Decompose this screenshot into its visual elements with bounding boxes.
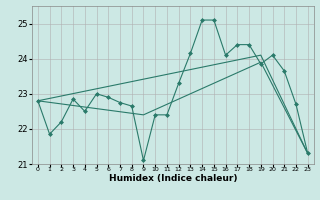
X-axis label: Humidex (Indice chaleur): Humidex (Indice chaleur) — [108, 174, 237, 183]
